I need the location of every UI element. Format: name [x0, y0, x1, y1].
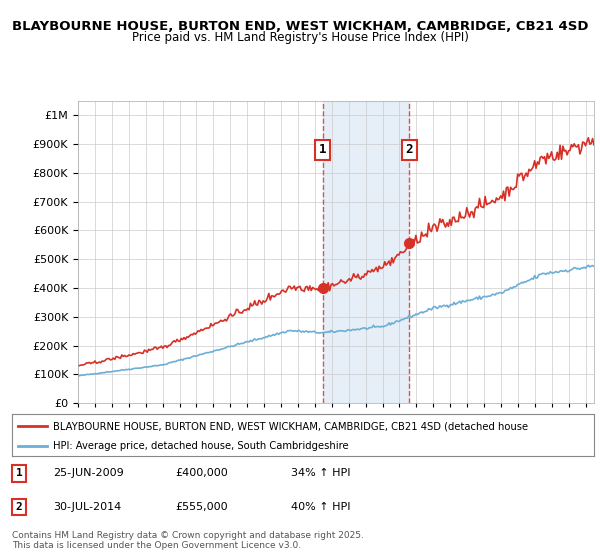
Text: 2: 2	[16, 502, 22, 512]
Text: 34% ↑ HPI: 34% ↑ HPI	[292, 468, 351, 478]
Text: Price paid vs. HM Land Registry's House Price Index (HPI): Price paid vs. HM Land Registry's House …	[131, 31, 469, 44]
Bar	[323, 101, 409, 403]
Text: 40% ↑ HPI: 40% ↑ HPI	[292, 502, 351, 512]
Text: 1: 1	[16, 468, 22, 478]
Text: BLAYBOURNE HOUSE, BURTON END, WEST WICKHAM, CAMBRIDGE, CB21 4SD: BLAYBOURNE HOUSE, BURTON END, WEST WICKH…	[12, 20, 588, 32]
Text: £555,000: £555,000	[175, 502, 227, 512]
Text: Contains HM Land Registry data © Crown copyright and database right 2025.
This d: Contains HM Land Registry data © Crown c…	[12, 531, 364, 550]
Text: £400,000: £400,000	[175, 468, 228, 478]
Text: 25-JUN-2009: 25-JUN-2009	[53, 468, 124, 478]
Text: HPI: Average price, detached house, South Cambridgeshire: HPI: Average price, detached house, Sout…	[53, 441, 349, 451]
Text: 30-JUL-2014: 30-JUL-2014	[53, 502, 121, 512]
Text: BLAYBOURNE HOUSE, BURTON END, WEST WICKHAM, CAMBRIDGE, CB21 4SD (detached house: BLAYBOURNE HOUSE, BURTON END, WEST WICKH…	[53, 421, 528, 431]
Text: 1: 1	[319, 143, 327, 156]
Text: 2: 2	[406, 143, 413, 156]
